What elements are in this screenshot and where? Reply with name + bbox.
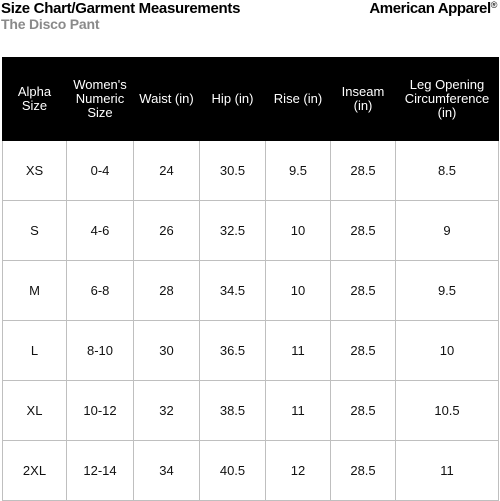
table-cell: 10 <box>395 320 499 381</box>
table-cell: 40.5 <box>199 440 266 501</box>
table-cell: 10.5 <box>395 380 499 441</box>
table-header-row: Alpha Size Women's Numeric Size Waist (i… <box>2 57 499 141</box>
table-cell: M <box>2 260 67 321</box>
table-cell: XS <box>2 140 67 201</box>
column-header-waist: Waist (in) <box>133 57 200 141</box>
table-cell: 8.5 <box>395 140 499 201</box>
column-header-inseam: Inseam (in) <box>330 57 396 141</box>
column-header-alpha-size: Alpha Size <box>2 57 67 141</box>
table-cell: 0-4 <box>66 140 134 201</box>
table-cell: 28.5 <box>330 140 396 201</box>
table-cell: 38.5 <box>199 380 266 441</box>
table-cell: 28 <box>133 260 200 321</box>
table-cell: XL <box>2 380 67 441</box>
column-header-numeric-size: Women's Numeric Size <box>66 57 134 141</box>
column-header-hip: Hip (in) <box>199 57 266 141</box>
table-cell: 30.5 <box>199 140 266 201</box>
table-cell: 36.5 <box>199 320 266 381</box>
table-row: XL 10-12 32 38.5 11 28.5 10.5 <box>2 380 499 441</box>
table-cell: 8-10 <box>66 320 134 381</box>
table-cell: 34.5 <box>199 260 266 321</box>
table-cell: 28.5 <box>330 320 396 381</box>
table-cell: 2XL <box>2 440 67 501</box>
product-name: The Disco Pant <box>1 16 100 32</box>
page-header: Size Chart/Garment Measurements The Disc… <box>0 0 500 60</box>
registered-mark: ® <box>490 0 498 10</box>
table-cell: 11 <box>395 440 499 501</box>
table-cell: 28.5 <box>330 440 396 501</box>
brand-logo: American Apparel® <box>369 0 497 17</box>
table-cell: 32 <box>133 380 200 441</box>
column-header-rise: Rise (in) <box>265 57 331 141</box>
table-cell: 11 <box>265 380 331 441</box>
size-chart-table: Alpha Size Women's Numeric Size Waist (i… <box>2 57 499 501</box>
table-cell: 12 <box>265 440 331 501</box>
table-cell: 30 <box>133 320 200 381</box>
table-cell: 34 <box>133 440 200 501</box>
table-row: L 8-10 30 36.5 11 28.5 10 <box>2 320 499 381</box>
table-cell: 4-6 <box>66 200 134 261</box>
table-cell: 10 <box>265 200 331 261</box>
column-header-leg-opening: Leg Opening Circumference (in) <box>395 57 499 141</box>
table-row: S 4-6 26 32.5 10 28.5 9 <box>2 200 499 261</box>
table-cell: 9 <box>395 200 499 261</box>
table-cell: 12-14 <box>66 440 134 501</box>
table-cell: S <box>2 200 67 261</box>
table-cell: L <box>2 320 67 381</box>
table-cell: 10 <box>265 260 331 321</box>
table-cell: 6-8 <box>66 260 134 321</box>
brand-name: American Apparel <box>369 0 491 17</box>
table-cell: 28.5 <box>330 380 396 441</box>
table-row: M 6-8 28 34.5 10 28.5 9.5 <box>2 260 499 321</box>
table-cell: 32.5 <box>199 200 266 261</box>
table-cell: 9.5 <box>395 260 499 321</box>
table-cell: 10-12 <box>66 380 134 441</box>
table-cell: 28.5 <box>330 200 396 261</box>
table-cell: 26 <box>133 200 200 261</box>
table-row: XS 0-4 24 30.5 9.5 28.5 8.5 <box>2 140 499 201</box>
table-cell: 28.5 <box>330 260 396 321</box>
table-cell: 9.5 <box>265 140 331 201</box>
table-cell: 24 <box>133 140 200 201</box>
table-cell: 11 <box>265 320 331 381</box>
table-row: 2XL 12-14 34 40.5 12 28.5 11 <box>2 440 499 501</box>
page-title: Size Chart/Garment Measurements <box>1 0 241 17</box>
